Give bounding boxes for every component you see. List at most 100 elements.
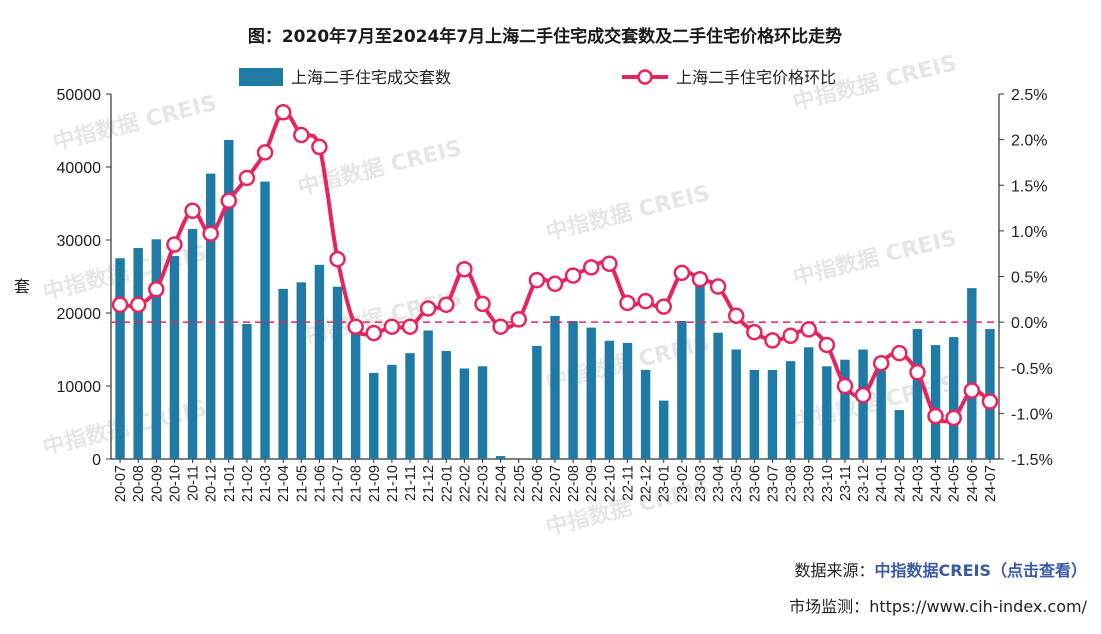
bar <box>640 369 651 459</box>
x-tick-label: 22-02 <box>457 465 473 502</box>
x-tick-label: 22-04 <box>494 465 510 502</box>
left-tick-label: 0 <box>92 452 101 469</box>
bar <box>840 359 850 459</box>
chart-title: 图：2020年7月至2024年7月上海二手住宅成交套数及二手住宅价格环比走势 <box>248 26 842 47</box>
y-axis-label: 套 <box>14 277 30 296</box>
x-tick-label: 20-12 <box>204 465 220 502</box>
left-tick-label: 20000 <box>57 306 102 323</box>
bar <box>205 173 216 459</box>
bar <box>894 410 905 459</box>
market-monitor: 市场监测：https://www.cih-index.com/ <box>789 593 1087 617</box>
line-point <box>872 354 890 372</box>
x-tick-label: 21-04 <box>276 465 292 502</box>
bar <box>169 256 180 459</box>
bar <box>459 368 470 459</box>
line-point <box>818 336 836 354</box>
line-point <box>238 169 256 187</box>
x-tick-label: 23-04 <box>711 465 727 502</box>
left-tick-label: 50000 <box>57 87 102 104</box>
bar <box>477 366 488 459</box>
line-point <box>764 332 781 349</box>
source-label: 数据来源： <box>794 561 875 580</box>
x-tick-label: 21-08 <box>349 465 365 502</box>
bar <box>912 329 923 459</box>
line-point <box>691 270 709 288</box>
legend-bar-swatch <box>239 68 283 86</box>
line-point <box>184 202 201 220</box>
line-point <box>709 278 727 295</box>
line-point <box>274 104 292 121</box>
bar <box>785 361 796 459</box>
x-tick-label: 23-02 <box>675 465 691 502</box>
bar <box>731 349 741 459</box>
right-tick-label: 2.0% <box>1011 133 1047 150</box>
x-tick-label: 22-09 <box>584 465 600 502</box>
x-tick-label: 23-11 <box>838 465 854 501</box>
x-tick-label: 22-10 <box>602 465 618 502</box>
x-tick-labels: 20-07 20-08 20-09 20-10 20-11 20-12 21-01 21-02… <box>113 459 999 502</box>
x-tick-label: 24-06 <box>965 465 981 502</box>
bar <box>296 282 306 459</box>
left-tick-label: 40000 <box>57 160 102 177</box>
line-series <box>111 104 999 427</box>
x-tick-label: 21-05 <box>294 465 310 502</box>
bar <box>387 364 397 459</box>
right-tick-label: 1.5% <box>1011 178 1047 195</box>
x-tick-label: 21-07 <box>331 465 347 502</box>
x-tick-label: 23-05 <box>729 465 745 502</box>
x-tick-label: 21-09 <box>367 465 383 502</box>
x-tick-label: 24-04 <box>929 465 945 502</box>
x-tick-label: 23-08 <box>784 465 800 502</box>
line-point <box>619 294 636 312</box>
x-tick-label: 20-11 <box>186 465 202 501</box>
x-tick-label: 24-03 <box>910 465 926 502</box>
x-tick-label: 21-12 <box>421 465 437 502</box>
bar <box>224 139 234 460</box>
source-link[interactable]: 中指数据CREIS（点击查看） <box>874 561 1087 580</box>
bar <box>622 342 633 459</box>
legend-line-marker <box>637 69 653 85</box>
bar <box>278 288 288 459</box>
bar <box>115 258 125 459</box>
line-point <box>311 138 328 156</box>
line-point <box>963 382 981 399</box>
x-tick-label: 23-12 <box>856 465 872 502</box>
bar <box>713 332 723 459</box>
line-point <box>220 192 238 210</box>
right-tick-label: 0.5% <box>1011 270 1047 287</box>
x-tick-label: 23-09 <box>802 465 818 502</box>
x-tick-label: 23-10 <box>820 465 836 502</box>
bar <box>767 369 778 459</box>
line-point <box>111 296 129 314</box>
bar <box>876 370 886 459</box>
bar <box>495 456 506 459</box>
line-point <box>582 259 600 276</box>
bar-series <box>115 139 995 460</box>
x-tick-label: 22-08 <box>566 465 582 502</box>
watermark-text: 中指数据 CREIS <box>790 225 959 291</box>
bar <box>532 345 542 459</box>
bar <box>930 345 941 459</box>
bar <box>314 264 325 459</box>
bar <box>604 340 615 459</box>
bar <box>369 372 379 459</box>
line-point <box>637 292 654 310</box>
legend-line-label: 上海二手住宅价格环比 <box>676 68 836 87</box>
legend-bar-label: 上海二手住宅成交套数 <box>291 68 451 87</box>
line-point <box>891 344 908 362</box>
line-point <box>129 296 147 314</box>
monitor-label: 市场监测： <box>789 597 870 616</box>
monitor-url[interactable]: https://www.cih-index.com/ <box>869 597 1087 616</box>
line-point <box>148 281 165 298</box>
x-tick-label: 22-03 <box>476 465 492 502</box>
line-point <box>293 126 310 144</box>
bar <box>822 366 832 459</box>
line-point <box>510 311 528 328</box>
bar <box>749 369 760 459</box>
left-tick-label: 10000 <box>57 379 102 396</box>
bar <box>659 400 669 459</box>
x-tick-label: 20-07 <box>113 465 129 502</box>
line-point <box>401 318 419 335</box>
x-tick-label: 21-02 <box>240 465 256 502</box>
bar <box>967 288 977 459</box>
